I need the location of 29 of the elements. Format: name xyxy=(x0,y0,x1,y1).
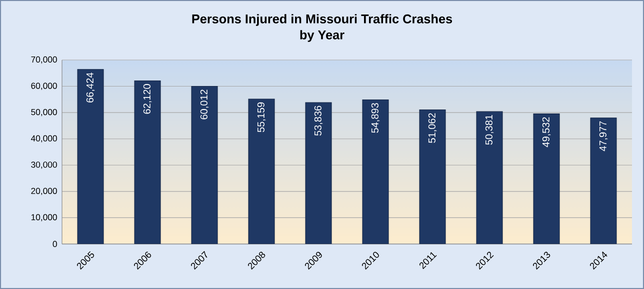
y-tick-label: 30,000 xyxy=(31,162,57,169)
y-tick-label: 40,000 xyxy=(31,135,57,142)
y-tick-label: 50,000 xyxy=(31,109,57,116)
data-label: 49,532 xyxy=(542,117,551,148)
chart-title: Persons Injured in Missouri Traffic Crashes by Year xyxy=(192,14,452,42)
bar xyxy=(305,102,332,244)
bar xyxy=(77,69,104,244)
bar xyxy=(134,80,161,244)
bar xyxy=(248,98,275,244)
y-tick-label: 0 xyxy=(52,240,57,248)
y-tick-label: 10,000 xyxy=(31,214,57,222)
data-label: 51,062 xyxy=(428,113,437,143)
bar xyxy=(362,99,389,244)
bar xyxy=(191,86,218,244)
bar xyxy=(533,114,560,244)
y-tick-label: 20,000 xyxy=(31,188,57,195)
data-label: 66,424 xyxy=(86,72,95,102)
data-label: 54,893 xyxy=(371,103,380,133)
data-label: 50,381 xyxy=(485,114,494,145)
y-tick-label: 70,000 xyxy=(31,56,57,64)
data-label: 60,012 xyxy=(200,90,209,120)
data-label: 55,159 xyxy=(257,102,266,132)
bar xyxy=(419,110,446,244)
data-label: 47,977 xyxy=(599,121,608,152)
y-tick-label: 60,000 xyxy=(31,82,57,90)
bar xyxy=(590,118,617,244)
data-label: 53,836 xyxy=(314,106,323,136)
bar xyxy=(476,111,503,244)
data-label: 62,120 xyxy=(143,84,152,114)
